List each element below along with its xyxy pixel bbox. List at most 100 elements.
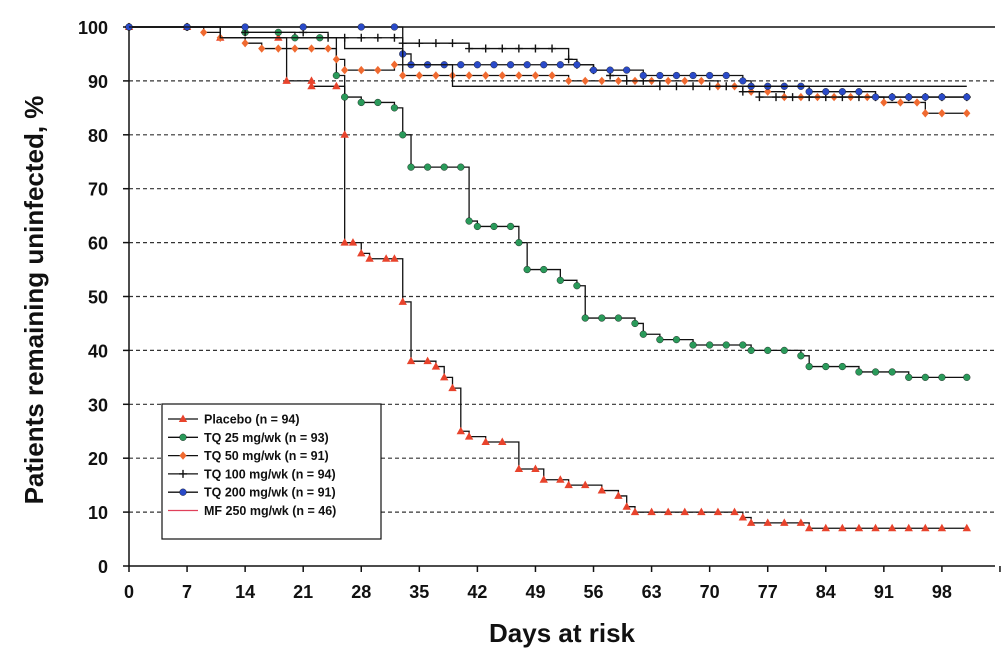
y-tick-label: 60 [88,234,108,254]
data-point [772,93,781,102]
data-point [241,38,249,48]
data-point [689,341,697,349]
legend-label: TQ 50 mg/wk (n = 91) [204,449,329,463]
y-tick-label: 90 [88,72,108,92]
data-point [258,44,266,53]
y-tick-label: 0 [98,557,108,577]
data-point [905,373,913,381]
data-point [431,39,440,48]
data-point [548,71,556,80]
data-point [880,98,888,107]
data-point [456,426,465,435]
y-tick-label: 70 [88,180,108,200]
data-point [498,71,506,80]
data-point [606,66,614,74]
series-4 [125,23,971,101]
data-point [905,93,913,101]
data-point [515,71,523,80]
data-point [697,76,705,86]
data-point [291,44,299,53]
data-point [390,23,399,31]
data-point [598,314,606,322]
legend-label: Placebo (n = 94) [204,413,300,427]
data-point [805,362,813,371]
y-tick-labels: 0 10 20 30 40 50 60 70 80 90 100 [78,18,129,577]
data-point [713,507,723,516]
data-point [357,65,365,75]
legend-item: TQ 25 mg/wk (n = 93) [168,431,329,445]
data-point [788,93,797,102]
data-point [755,93,764,102]
x-tick-labels: 0 7 14 21 28 35 42 49 56 63 70 77 84 91 98 [124,566,1001,602]
data-point [589,66,598,74]
x-tick-label: 56 [584,582,604,602]
data-point [564,480,573,489]
data-point [656,71,664,80]
data-point [622,76,631,85]
data-point [855,368,863,376]
legend-label: TQ 25 mg/wk (n = 93) [204,431,329,445]
data-point [341,65,349,75]
data-point [440,372,449,381]
data-point [407,163,415,171]
data-point [838,362,846,371]
data-point [764,87,772,96]
data-point [921,373,929,381]
data-point [614,491,623,499]
x-tick-label: 77 [758,582,778,602]
data-point [506,222,515,231]
data-point [672,336,681,344]
data-point [531,44,540,53]
y-tick-label: 30 [88,395,108,415]
data-point [871,523,880,532]
data-point [614,76,623,86]
data-point [581,314,589,322]
data-point [738,87,747,96]
data-point [473,61,481,69]
data-point [399,71,407,80]
data-point [523,61,531,69]
data-point [431,362,441,370]
data-point [498,44,507,53]
data-point [913,98,921,107]
data-point [581,76,589,86]
data-point [962,523,971,532]
data-point [390,33,399,42]
data-point [531,464,540,472]
x-tick-label: 63 [642,582,662,602]
data-point [374,65,382,75]
data-point [179,433,187,441]
data-point [681,76,689,86]
data-point [178,414,188,422]
data-point [424,163,432,171]
x-tick-label: 0 [124,582,134,602]
x-tick-label: 49 [525,582,545,602]
data-point [937,523,947,532]
data-point [664,76,672,86]
data-point [432,71,440,80]
series-line [129,26,967,87]
data-point [457,163,465,171]
data-point [556,61,564,69]
data-point [448,383,457,392]
series-group [124,22,971,532]
data-point [739,77,747,85]
data-point [548,44,557,53]
data-point [697,507,706,516]
data-point [241,23,249,31]
series-5 [129,26,967,87]
data-point [639,330,647,338]
data-point [614,314,623,322]
data-point [838,523,847,532]
data-point [888,93,896,101]
data-point [357,33,366,42]
data-point [581,480,590,489]
data-point [963,93,971,101]
data-point [904,523,913,532]
data-point [531,71,540,80]
data-point [340,238,349,246]
data-point [179,469,187,478]
x-axis-title: Days at risk [489,618,636,648]
y-tick-label: 10 [88,503,108,523]
data-point [179,451,187,460]
